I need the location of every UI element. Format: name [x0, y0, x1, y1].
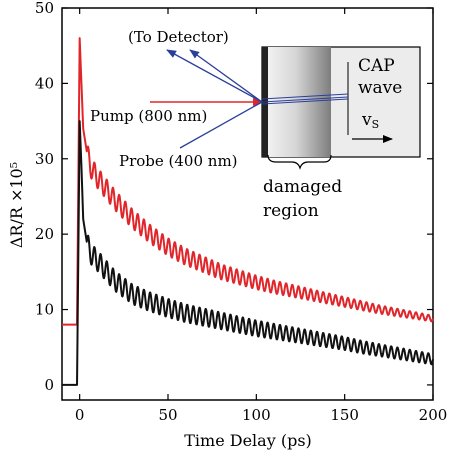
wave-label: wave	[358, 78, 402, 98]
x-tick-label: 150	[330, 406, 359, 424]
velocity-label: vS	[361, 110, 379, 131]
x-tick-label: 50	[158, 406, 177, 424]
probe-in-sample-return	[261, 93, 349, 100]
damaged-region-brace	[267, 154, 332, 170]
damaged-label: damaged	[263, 177, 342, 197]
series-layer	[61, 37, 434, 386]
y-tick-label: 20	[35, 225, 54, 243]
y-axis-ticks: 0 10 20 30 40 50	[35, 0, 433, 394]
probe-label: Probe (400 nm)	[119, 152, 238, 170]
probe-in-sample-1	[261, 96, 349, 103]
x-axis-label: Time Delay (ps)	[184, 431, 312, 450]
y-axis-label: ΔR/R ×10⁵	[7, 162, 26, 248]
y-tick-label: 10	[35, 301, 54, 319]
y-tick-label: 30	[35, 150, 54, 168]
pump-label: Pump (800 nm)	[90, 107, 207, 125]
probe-reflect-1	[166, 49, 263, 103]
probe-beam-in	[179, 101, 263, 149]
series-line-1	[61, 120, 434, 386]
probe-reflect-2	[189, 49, 263, 103]
plot-frame	[61, 7, 434, 401]
x-tick-label: 100	[242, 406, 271, 424]
y-tick-label: 0	[44, 376, 54, 394]
region-label: region	[263, 201, 319, 221]
probe-in-sample-2	[261, 98, 349, 105]
series-line-0	[61, 37, 434, 326]
y-tick-label: 40	[35, 74, 54, 92]
y-tick-label: 50	[35, 0, 54, 17]
inset-schematic: CAP wave vS damaged region (To Detector)…	[90, 28, 421, 221]
cap-label: CAP	[358, 56, 395, 76]
to-detector-label: (To Detector)	[128, 28, 229, 46]
x-tick-label: 0	[75, 406, 85, 424]
x-tick-label: 200	[419, 406, 448, 424]
x-axis-ticks: 0 50 100 150 200	[75, 8, 447, 424]
